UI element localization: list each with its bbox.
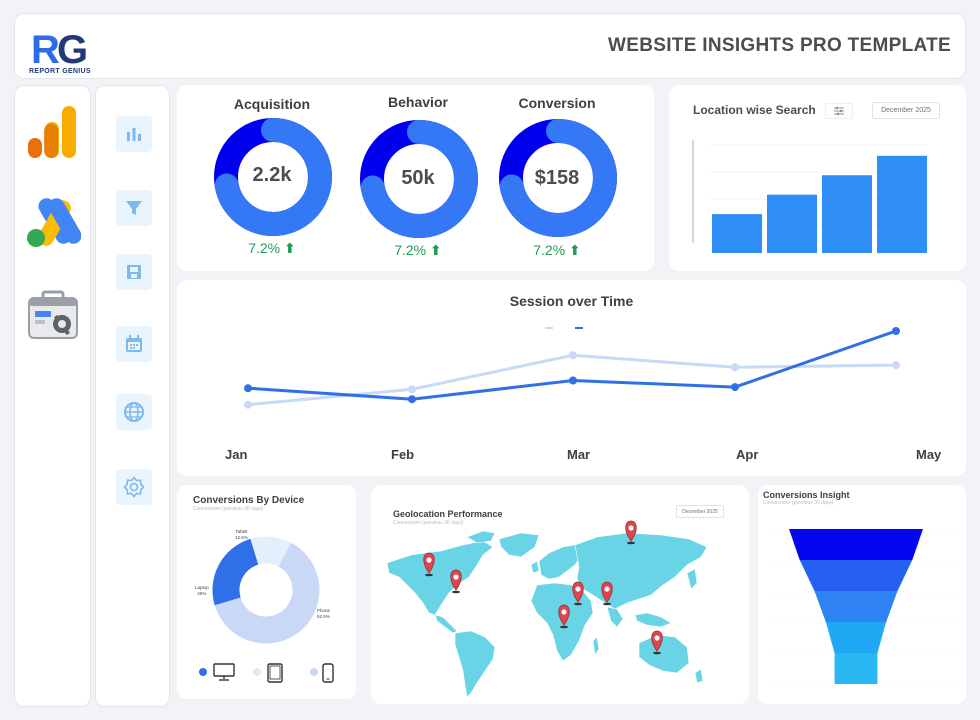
x-tick-label: Feb: [391, 447, 414, 462]
funnel-card: Conversions Insight Conversions (previou…: [758, 485, 966, 704]
x-tick-label: Jan: [225, 447, 247, 462]
kpi-donut: [214, 118, 332, 236]
desktop-icon: [213, 663, 235, 681]
x-tick-label: May: [916, 447, 942, 462]
phone-label: Phone 62.5%: [317, 608, 331, 619]
data-point: [408, 385, 416, 394]
map-pin-icon[interactable]: [572, 581, 584, 606]
page-title: WEBSITE INSIGHTS PRO TEMPLATE: [608, 35, 951, 56]
bar: [822, 175, 872, 253]
legend-swatch: [545, 327, 553, 329]
kpi-change: 7.2% ⬆: [248, 240, 296, 256]
google-ads-icon[interactable]: [25, 194, 82, 250]
phone-icon: [322, 663, 334, 683]
geolocation-card: Geolocation Performance Conversions (pre…: [371, 485, 749, 704]
funnel-title: Conversions Insight: [763, 490, 850, 500]
svg-text:R: R: [31, 28, 60, 72]
map-pin-icon[interactable]: [450, 569, 462, 594]
kpi-title: Conversion: [518, 95, 596, 111]
data-point: [892, 327, 900, 335]
device-subtitle: Conversions (previous 30 days): [193, 506, 264, 512]
bar-chart-icon[interactable]: [116, 116, 152, 152]
world-map: [386, 520, 708, 698]
kpi-donut: [360, 120, 478, 238]
device-title: Conversions By Device: [193, 495, 305, 506]
funnel-stage: [834, 653, 878, 684]
data-point: [731, 383, 739, 392]
device-donut-chart: [212, 536, 320, 644]
funnel-stage: [799, 560, 913, 591]
svg-text:G: G: [57, 28, 88, 72]
pie-slice: [212, 536, 320, 644]
map-pin-icon[interactable]: [558, 604, 570, 629]
bar: [712, 214, 762, 253]
bar: [767, 194, 817, 253]
report-genius-logo: R G: [31, 28, 88, 72]
x-tick-label: Apr: [736, 447, 758, 462]
kpi-value: 2.2k: [252, 164, 292, 186]
kpi-donut: [499, 119, 617, 237]
session-title: Session over Time: [509, 293, 634, 309]
legend-dot-phone: [310, 668, 318, 676]
kpi-title: Behavior: [388, 94, 448, 110]
legend-swatch: [575, 327, 583, 329]
search-console-icon[interactable]: [25, 288, 81, 344]
sliders-icon[interactable]: [825, 103, 853, 119]
kpi-title: Acquisition: [233, 96, 311, 112]
data-point: [569, 376, 577, 385]
session-line-chart: Jan Feb Mar Apr May: [225, 327, 942, 462]
data-point: [569, 351, 577, 360]
globe-icon[interactable]: [116, 394, 152, 430]
data-point: [408, 395, 416, 404]
funnel-stage: [825, 622, 887, 653]
bar: [877, 155, 927, 253]
geo-title: Geolocation Performance: [393, 509, 503, 519]
geo-subtitle: Conversions (previous 30 days): [393, 520, 464, 526]
logo-text: REPORT GENIUS: [29, 68, 91, 75]
map-pin-icon[interactable]: [423, 552, 435, 577]
google-analytics-icon[interactable]: [25, 104, 81, 160]
kpi-value: 50k: [401, 167, 435, 189]
device-card: Conversions By Device Conversions (previ…: [177, 485, 356, 699]
geo-date-picker[interactable]: December 2025: [676, 505, 724, 518]
data-point: [731, 363, 739, 372]
location-title: Location wise Search: [693, 103, 816, 117]
calendar-icon[interactable]: [116, 326, 152, 362]
nav-sidebar: [95, 85, 170, 707]
legend-dot-desktop: [199, 668, 207, 676]
session-card: Session over Time Jan Feb Mar Apr May: [177, 280, 966, 476]
kpi-value: $158: [534, 167, 580, 189]
pie-slice: [212, 536, 320, 644]
location-card: Location wise Search December 2025: [669, 85, 966, 271]
map-pin-icon[interactable]: [601, 581, 613, 606]
map-pin-icon[interactable]: [625, 520, 637, 545]
location-date-picker[interactable]: December 2025: [872, 102, 940, 119]
location-bar-chart: [692, 140, 929, 253]
settings-icon[interactable]: [116, 469, 152, 505]
tablet-icon: [267, 663, 283, 683]
kpi-change: 7.2% ⬆: [533, 242, 581, 258]
laptop-label: Laptop 25%: [195, 585, 209, 596]
legend-dot-tablet: [253, 668, 261, 676]
funnel-subtitle: Conversions (previous 30 days): [763, 500, 834, 506]
funnel-chart: [775, 529, 958, 686]
data-point: [244, 400, 252, 409]
map-pin-icon[interactable]: [651, 630, 663, 655]
funnel-stage: [789, 529, 923, 560]
filter-icon[interactable]: [116, 190, 152, 226]
data-point: [892, 361, 900, 370]
kpi-change: 7.2% ⬆: [394, 242, 442, 258]
app-sidebar: [14, 85, 91, 707]
tablet-label: Tablet 12.5%: [235, 529, 248, 540]
save-icon[interactable]: [116, 254, 152, 290]
header: R G REPORT GENIUS WEBSITE INSIGHTS PRO T…: [14, 13, 966, 79]
series-line: [247, 329, 897, 401]
data-point: [244, 384, 252, 393]
kpi-card: Acquisition 2.2k 7.2% ⬆ Behavior 50k 7.2…: [177, 85, 654, 271]
funnel-stage: [814, 591, 898, 622]
x-tick-label: Mar: [567, 447, 590, 462]
